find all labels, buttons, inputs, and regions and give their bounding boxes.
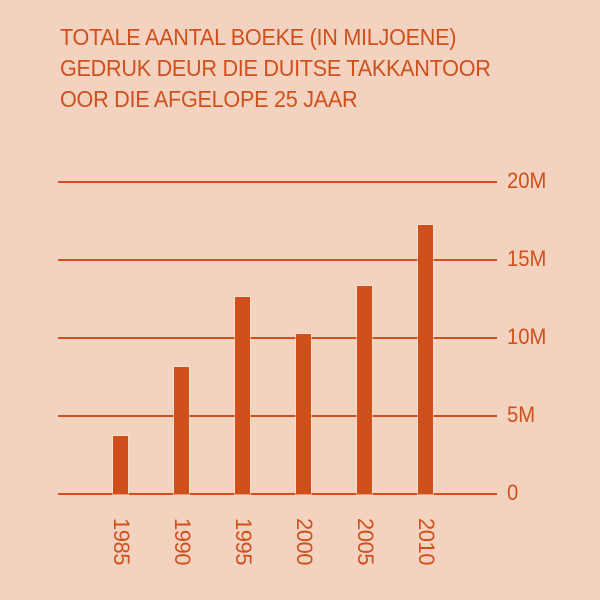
x-tick-label: 1995 <box>231 518 256 565</box>
y-tick-label: 15M <box>507 246 547 271</box>
chart-title: TOTALE AANTAL BOEKE (IN MILJOENE) GEDRUK… <box>60 22 538 115</box>
y-tick-label: 5M <box>507 402 536 427</box>
bar-1985 <box>113 436 128 494</box>
x-tick-label: 2010 <box>414 518 439 565</box>
chart-title-line-3: OOR DIE AFGELOPE 25 JAAR <box>60 86 358 112</box>
bar-1990 <box>174 367 189 494</box>
chart-title-line-1: TOTALE AANTAL BOEKE (IN MILJOENE) <box>60 24 457 50</box>
bar-2005 <box>357 285 372 494</box>
bar-2000 <box>296 334 311 494</box>
y-tick-label: 10M <box>507 324 547 349</box>
gridline-20m <box>58 181 497 183</box>
y-tick-label: 20M <box>507 168 547 193</box>
bar-2010 <box>418 224 433 494</box>
gridline-10m <box>58 337 497 339</box>
bar-1995 <box>235 296 250 494</box>
chart-title-line-2: GEDRUK DEUR DIE DUITSE TAKKANTOOR <box>60 55 491 81</box>
x-tick-label: 1990 <box>170 518 195 565</box>
gridline-15m <box>58 259 497 261</box>
x-tick-label: 1985 <box>109 518 134 565</box>
y-tick-label: 0 <box>507 480 519 505</box>
gridline-0 <box>58 493 497 495</box>
x-tick-label: 2005 <box>353 518 378 565</box>
x-tick-label: 2000 <box>292 518 317 565</box>
gridline-5m <box>58 415 497 417</box>
